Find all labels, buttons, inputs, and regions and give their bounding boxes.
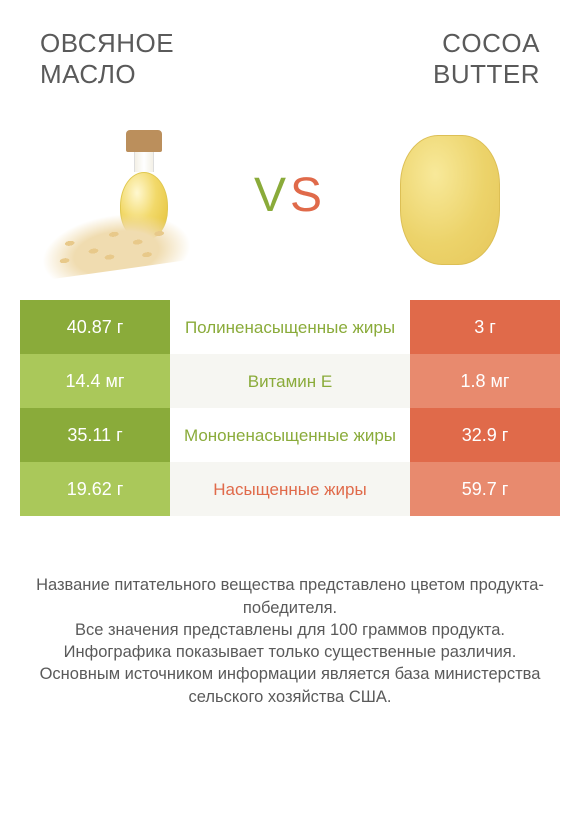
right-product-title: COCOA BUTTER bbox=[340, 28, 540, 90]
vs-label: VS bbox=[254, 168, 326, 223]
nutrient-label: Полиненасыщенные жиры bbox=[170, 300, 410, 354]
footer-notes: Название питательного вещества представл… bbox=[0, 516, 580, 708]
table-row: 19.62 гНасыщенные жиры59.7 г bbox=[20, 462, 560, 516]
footer-line: Инфографика показывает только существенн… bbox=[28, 641, 552, 663]
nutrient-label: Мононенасыщенные жиры bbox=[170, 408, 410, 462]
left-value: 14.4 мг bbox=[20, 354, 170, 408]
footer-line: Все значения представлены для 100 граммо… bbox=[28, 619, 552, 641]
oat-oil-image bbox=[40, 120, 220, 270]
oats-icon bbox=[37, 205, 193, 280]
left-value: 19.62 г bbox=[20, 462, 170, 516]
table-row: 40.87 гПолиненасыщенные жиры3 г bbox=[20, 300, 560, 354]
footer-line: Основным источником информации является … bbox=[28, 663, 552, 708]
right-value: 59.7 г bbox=[410, 462, 560, 516]
comparison-table: 40.87 гПолиненасыщенные жиры3 г14.4 мгВи… bbox=[0, 300, 580, 516]
nutrient-label: Витамин E bbox=[170, 354, 410, 408]
footer-line: Название питательного вещества представл… bbox=[28, 574, 552, 619]
right-value: 3 г bbox=[410, 300, 560, 354]
table-row: 14.4 мгВитамин E1.8 мг bbox=[20, 354, 560, 408]
left-value: 35.11 г bbox=[20, 408, 170, 462]
nutrient-label: Насыщенные жиры bbox=[170, 462, 410, 516]
table-row: 35.11 гМононенасыщенные жиры32.9 г bbox=[20, 408, 560, 462]
right-value: 1.8 мг bbox=[410, 354, 560, 408]
left-value: 40.87 г bbox=[20, 300, 170, 354]
header: ОВСЯНОЕ МАСЛО COCOA BUTTER bbox=[0, 0, 580, 100]
cocoa-butter-image bbox=[360, 120, 540, 270]
butter-bar-icon bbox=[400, 135, 500, 265]
right-value: 32.9 г bbox=[410, 408, 560, 462]
left-product-title: ОВСЯНОЕ МАСЛО bbox=[40, 28, 240, 90]
product-images: VS bbox=[0, 100, 580, 300]
